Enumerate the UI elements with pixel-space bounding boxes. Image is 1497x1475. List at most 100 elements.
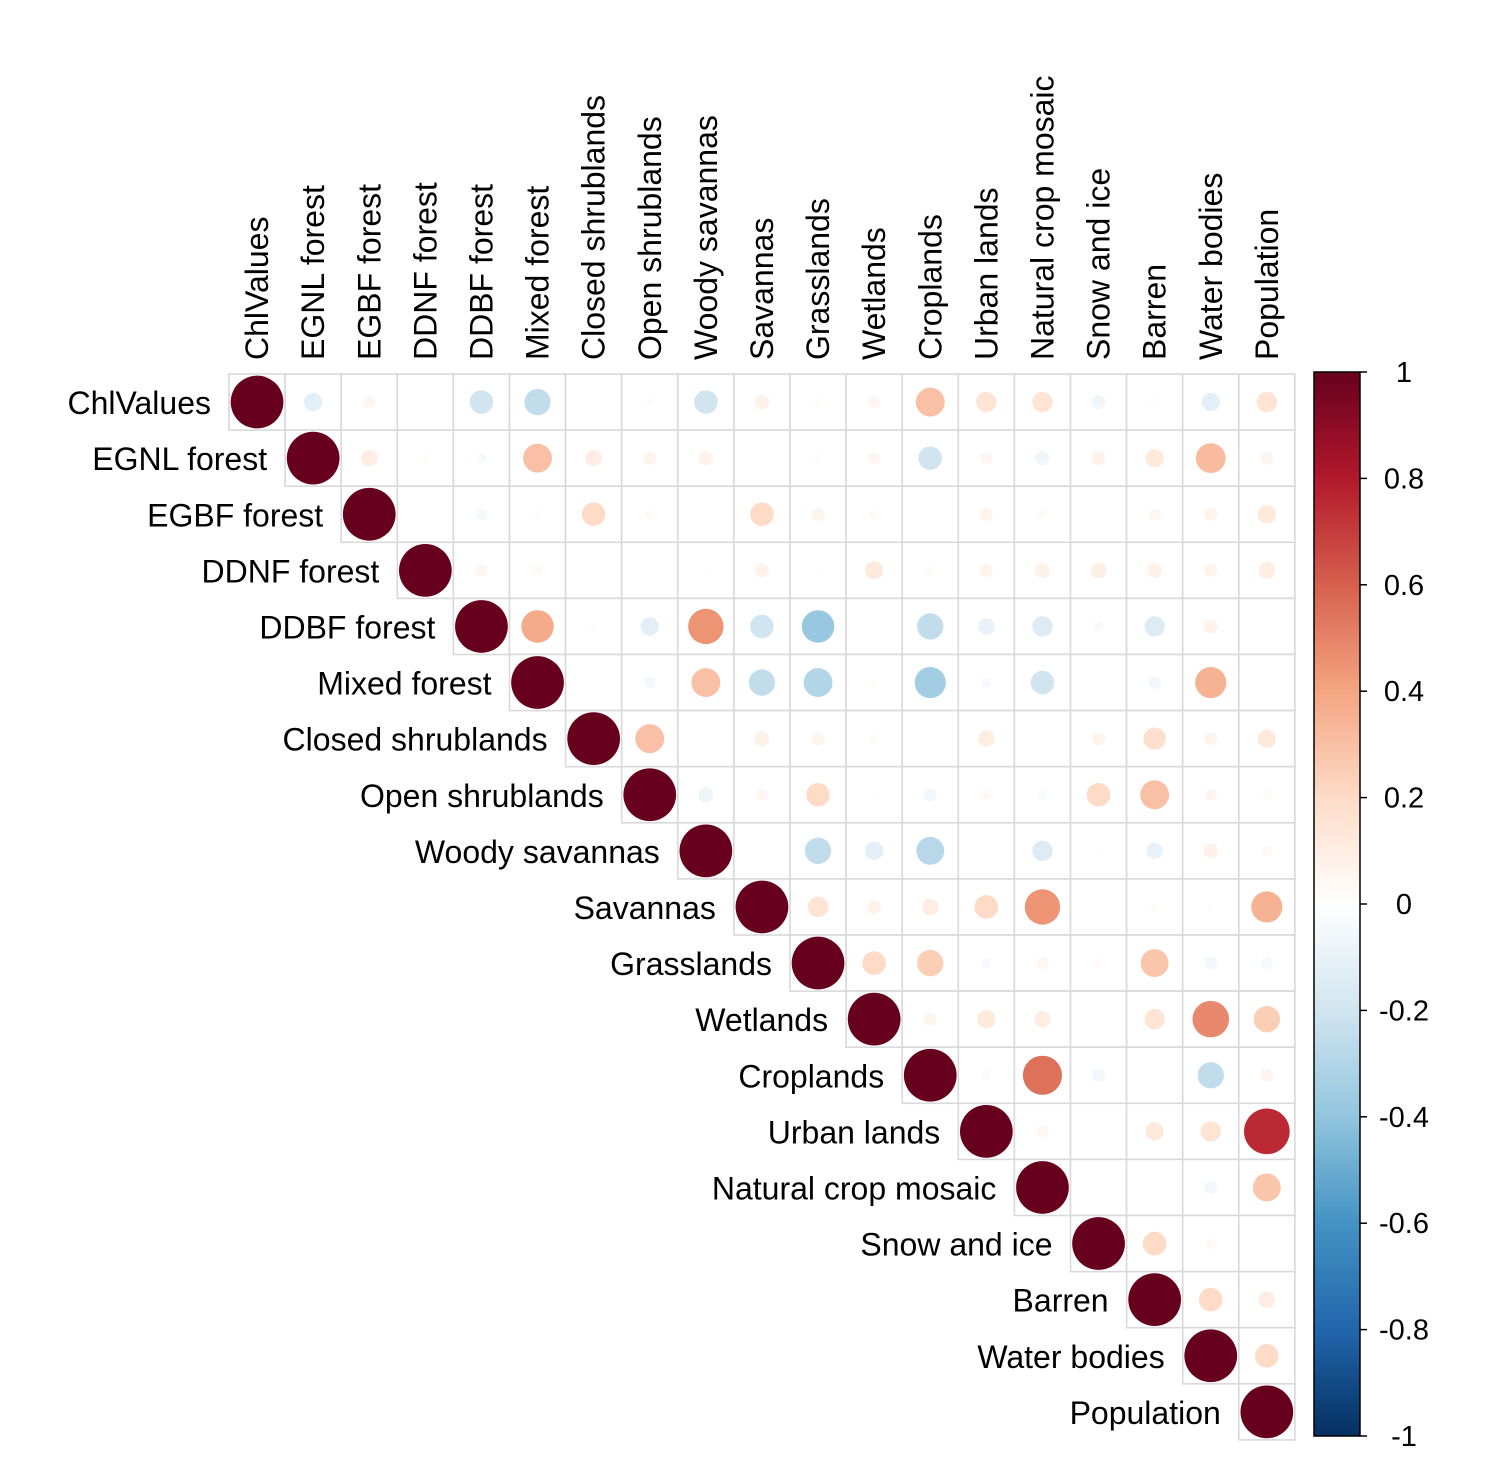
corr-circle-0-7 (646, 398, 654, 406)
corr-circle-1-12 (918, 446, 943, 470)
corr-circle-13-18 (1244, 1108, 1290, 1155)
corr-circle-2-9 (750, 502, 774, 527)
corr-circle-8-14 (1032, 840, 1053, 862)
col-label-15: Snow and ice (1081, 168, 1117, 360)
corr-circle-1-6 (585, 449, 602, 467)
corr-circle-0-14 (1032, 391, 1053, 413)
corr-circle-1-8 (698, 451, 713, 466)
col-label-18: Population (1249, 209, 1285, 360)
row-label-14: Natural crop mosaic (712, 1170, 997, 1206)
corr-circle-8-10 (804, 837, 832, 865)
corr-circle-1-9 (759, 455, 765, 461)
corr-circle-0-17 (1201, 392, 1220, 412)
colorbar-tick-label-3: 0.4 (1384, 676, 1424, 708)
corr-circle-4-10 (801, 610, 835, 643)
corr-circle-3-15 (1090, 562, 1107, 579)
corr-circle-4-14 (1032, 616, 1053, 637)
corr-circle-8-11 (865, 841, 884, 860)
corr-circle-8-15 (1095, 848, 1102, 854)
corr-circle-10-18 (1260, 957, 1273, 969)
corr-circle-2-10 (811, 507, 825, 521)
row-label-8: Woody savannas (415, 834, 660, 870)
corr-circle-10-11 (862, 951, 886, 975)
corr-circle-1-5 (523, 443, 552, 473)
corr-circle-3-4 (475, 564, 488, 577)
cell-0-13 (957, 373, 1016, 431)
corr-circle-7-11 (871, 792, 877, 798)
colorbar: 1 0.8 0.6 0.4 0.2 0 -0.2 -0.4 -0.6 -0.8 -1 (1313, 357, 1429, 1453)
corr-circle-1-7 (643, 451, 657, 465)
cell-0-3 (396, 373, 455, 431)
corr-circle-4-16 (1144, 616, 1165, 637)
row-label-2: EGBF forest (147, 497, 323, 533)
colorbar-tick-label-1: 0.8 (1384, 463, 1424, 495)
corr-circle-12-12 (903, 1048, 957, 1102)
corr-circle-4-6 (589, 622, 598, 631)
corr-circle-12-13 (981, 1070, 991, 1080)
cell-12-16 (1125, 1046, 1184, 1105)
corr-circle-2-16 (1148, 508, 1161, 521)
corr-circle-0-18 (1256, 391, 1278, 413)
corr-circle-18-18 (1240, 1385, 1294, 1439)
corr-circle-8-16 (1146, 842, 1163, 860)
corr-circle-5-14 (1030, 670, 1055, 695)
corr-circle-9-16 (1150, 903, 1159, 911)
cell-8-13 (957, 821, 1016, 880)
col-label-1: EGNL forest (295, 185, 331, 360)
cell-5-18 (1238, 653, 1296, 712)
corr-circle-1-15 (1091, 451, 1106, 466)
corr-circle-7-17 (1204, 788, 1217, 801)
corr-circle-5-9 (748, 669, 776, 696)
corr-circle-5-16 (1148, 676, 1162, 690)
corr-circle-9-11 (867, 899, 882, 914)
corr-circle-7-7 (623, 768, 677, 822)
row-label-1: EGNL forest (92, 441, 267, 477)
corr-circle-15-16 (1142, 1231, 1167, 1256)
cell-11-15 (1069, 990, 1128, 1048)
corr-circle-9-12 (921, 898, 939, 916)
corr-circle-6-17 (1204, 732, 1218, 746)
corr-circle-0-11 (868, 396, 881, 408)
corr-circle-3-14 (1034, 562, 1050, 578)
cell-5-15 (1069, 653, 1128, 712)
corr-circle-1-3 (421, 454, 430, 462)
row-label-5: Mixed forest (317, 666, 491, 702)
cell-12-18 (1238, 1046, 1296, 1105)
cell-6-8 (676, 709, 735, 768)
corr-circle-0-5 (524, 388, 551, 416)
corr-circle-2-11 (869, 509, 879, 519)
colorbar-tick-label-2: 0.6 (1384, 570, 1424, 602)
corr-circle-3-5 (532, 565, 543, 576)
corr-circle-6-9 (754, 731, 770, 747)
col-label-14: Natural crop mosaic (1024, 75, 1060, 360)
corr-circle-3-8 (703, 567, 709, 573)
col-label-11: Wetlands (856, 227, 892, 360)
circle-layer (230, 375, 1294, 1439)
corr-circle-12-17 (1197, 1062, 1224, 1089)
corr-circle-1-2 (360, 449, 378, 467)
corr-circle-11-16 (1144, 1008, 1165, 1030)
corr-circle-3-13 (979, 563, 993, 577)
colorbar-gradient (1313, 371, 1361, 1437)
corr-circle-11-17 (1192, 1000, 1230, 1038)
corr-circle-7-15 (1086, 782, 1111, 807)
corr-circle-6-15 (1092, 732, 1106, 746)
corr-circle-4-4 (455, 600, 508, 653)
corr-circle-3-11 (865, 561, 884, 580)
col-label-8: Woody savannas (688, 115, 724, 360)
corr-circle-4-15 (1093, 621, 1104, 632)
corr-circle-5-8 (691, 668, 721, 697)
corr-circle-17-17 (1184, 1329, 1238, 1383)
corr-circle-1-13 (980, 452, 993, 465)
corr-circle-5-17 (1195, 666, 1227, 699)
row-label-0: ChlValues (68, 385, 211, 421)
corr-circle-9-13 (974, 895, 999, 919)
corr-circle-0-16 (1150, 398, 1159, 406)
corr-circle-12-15 (1092, 1068, 1106, 1082)
corr-circle-12-14 (1022, 1055, 1063, 1095)
cell-1-3 (396, 429, 455, 488)
corr-circle-1-10 (814, 454, 822, 462)
row-label-11: Wetlands (695, 1002, 828, 1038)
corr-circle-3-3 (398, 543, 452, 597)
